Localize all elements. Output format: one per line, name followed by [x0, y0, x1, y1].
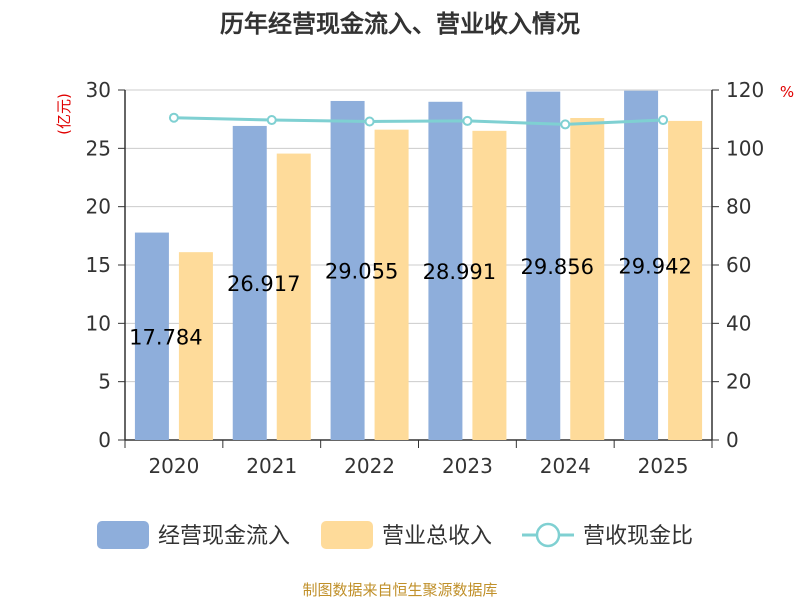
bar-cash-inflow — [134, 232, 169, 440]
data-label: 29.055 — [325, 259, 398, 283]
legend-label-ratio: 营收现金比 — [583, 524, 693, 549]
ratio-point — [560, 119, 571, 130]
bar-cash-inflow — [624, 90, 659, 440]
bar-revenue — [374, 129, 409, 440]
x-axis-tick-label: 2025 — [638, 454, 689, 478]
right-axis-tick-label: 60 — [726, 253, 751, 277]
data-label: 26.917 — [227, 272, 300, 296]
left-axis-unit: (亿元) — [55, 93, 73, 135]
left-axis-tick-label: 5 — [98, 370, 111, 394]
axes: 0 0 5 20 10 40 15 60 20 80 25 100 30 120 2020 2021 2022 2… — [86, 78, 765, 478]
data-label: 28.991 — [423, 260, 496, 284]
ratio-line — [168, 112, 669, 130]
right-axis-tick-label: 40 — [726, 311, 751, 335]
gridlines — [125, 89, 712, 383]
data-label: 29.856 — [521, 255, 594, 279]
bars — [134, 90, 703, 441]
bar-revenue — [472, 130, 507, 441]
x-axis-tick-label: 2021 — [246, 454, 297, 478]
bar-revenue — [276, 153, 311, 441]
data-label: 29.942 — [618, 254, 691, 278]
data-label: 17.784 — [129, 325, 202, 349]
legend-swatch-cash-inflow — [97, 521, 149, 549]
left-axis-tick-label: 25 — [86, 136, 111, 160]
x-axis-tick-label: 2022 — [344, 454, 395, 478]
right-axis-tick-label: 120 — [726, 78, 764, 102]
legend-swatch-revenue — [321, 521, 373, 549]
legend-label-cash-inflow: 经营现金流入 — [158, 524, 290, 549]
data-labels: 17.784 26.917 29.055 28.991 29.856 29.942 — [129, 254, 692, 349]
bar-revenue — [570, 118, 605, 440]
bar-cash-inflow — [428, 101, 463, 441]
ratio-point — [462, 115, 473, 126]
right-axis-tick-label: 20 — [726, 370, 751, 394]
left-axis-tick-label: 15 — [86, 253, 111, 277]
ratio-point — [658, 115, 669, 126]
bar-cash-inflow — [330, 100, 365, 440]
ratio-point — [266, 115, 277, 126]
left-axis-tick-label: 20 — [86, 195, 111, 219]
ratio-series-line — [173, 116, 664, 126]
x-axis-tick-label: 2020 — [148, 454, 199, 478]
right-axis-tick-label: 100 — [726, 136, 764, 160]
left-axis-tick-label: 10 — [86, 311, 111, 335]
bar-cash-inflow — [526, 91, 561, 440]
legend: 经营现金流入 营业总收入 营收现金比 — [97, 521, 693, 549]
right-axis-tick-label: 0 — [726, 428, 739, 452]
left-axis-tick-label: 30 — [86, 78, 111, 102]
right-axis-tick-label: 80 — [726, 195, 751, 219]
right-axis-unit: % — [780, 83, 794, 101]
ratio-point — [168, 112, 179, 123]
x-axis-tick-label: 2024 — [540, 454, 591, 478]
source-note: 制图数据来自恒生聚源数据库 — [302, 581, 497, 599]
x-axis-tick-label: 2023 — [442, 454, 493, 478]
legend-swatch-ratio-marker — [535, 522, 561, 548]
bar-revenue — [178, 252, 213, 440]
left-axis-tick-label: 0 — [98, 428, 111, 452]
legend-label-revenue: 营业总收入 — [382, 524, 492, 549]
ratio-point — [364, 116, 375, 127]
chart-title: 历年经营现金流入、营业收入情况 — [220, 10, 580, 38]
bar-cash-inflow — [232, 125, 267, 440]
bar-revenue — [668, 120, 703, 441]
